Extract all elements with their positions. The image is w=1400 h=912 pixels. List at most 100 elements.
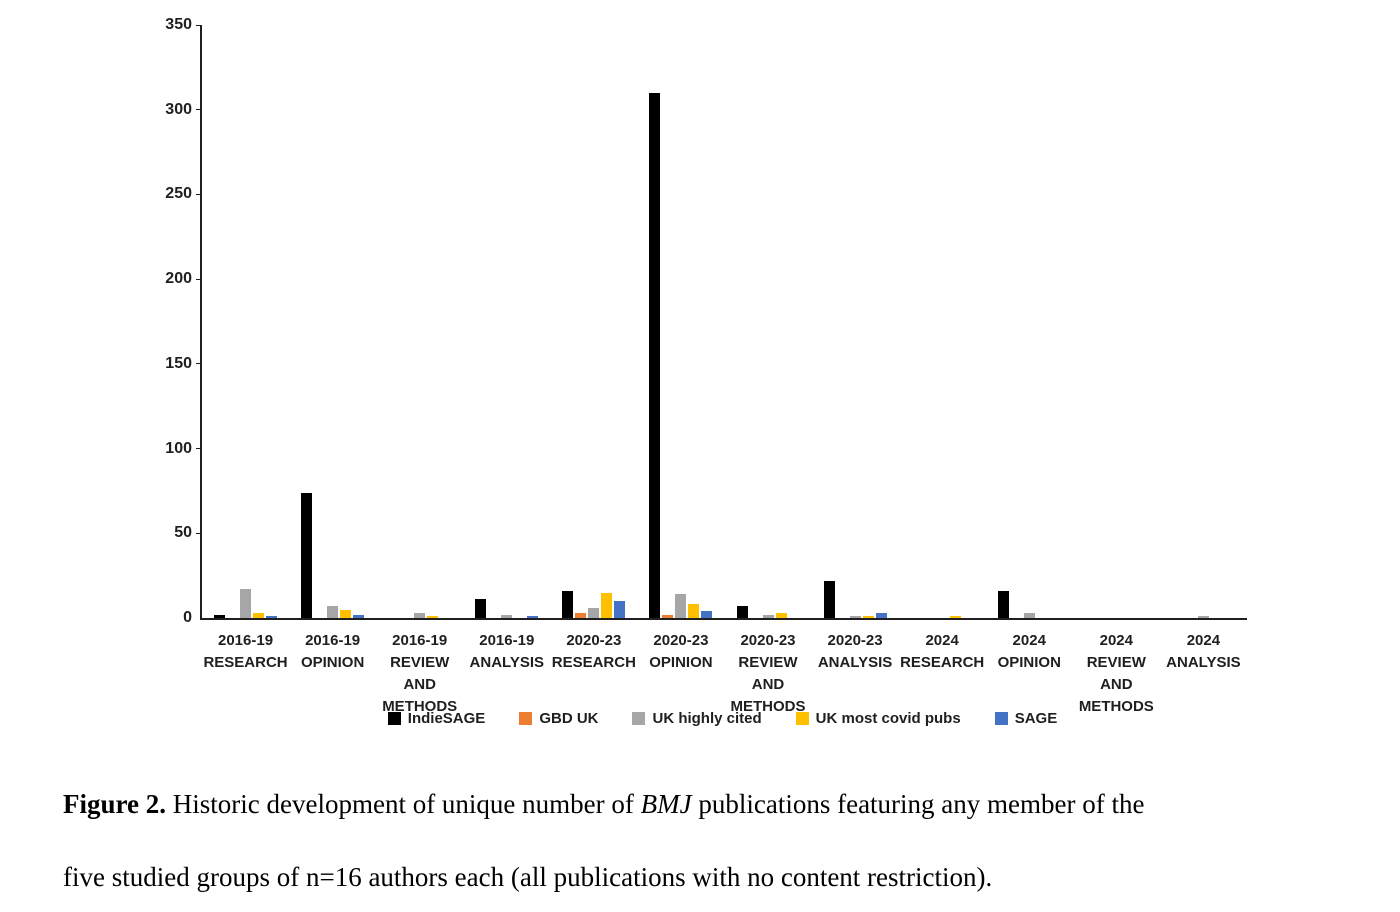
caption-figure-number: Figure 2. [63, 789, 166, 819]
x-axis-label-line: RESEARCH [551, 654, 636, 671]
y-tick-mark [196, 532, 200, 534]
x-axis-label-2016-19-research: 2016-19 RESEARCH [202, 630, 289, 718]
bar-group-2016-19-analysis [463, 25, 550, 618]
bar-sage [527, 616, 539, 618]
x-axis-label-2016-19-analysis: 2016-19 ANALYSIS [463, 630, 550, 718]
bar-group-2020-23-analysis [812, 25, 899, 618]
caption-journal-name: BMJ [640, 789, 692, 819]
y-tick-label: 150 [165, 354, 192, 372]
x-axis-label-2020-23-review-and-methods: 2020-23 REVIEW AND METHODS [724, 630, 811, 718]
bar-indiesage [649, 92, 661, 618]
legend: IndieSAGE GBD UK UK highly cited UK most co… [200, 710, 1245, 727]
bar-sage [701, 611, 713, 618]
x-axis-labels: 2016-19 RESEARCH 2016-19 OPINION 2016-19 REVI… [202, 630, 1247, 718]
x-axis-label-line: REVIEW [738, 654, 798, 671]
bar-group-2016-19-opinion [289, 25, 376, 618]
x-axis-label-line: 2020-23 [740, 632, 796, 649]
legend-label: SAGE [1014, 710, 1058, 727]
x-axis-label-2016-19-review-and-methods: 2016-19 REVIEW AND METHODS [376, 630, 463, 718]
x-axis-label-line: METHODS [382, 698, 458, 715]
bar-uk-highly-cited [849, 616, 861, 618]
bar-sage [353, 614, 365, 618]
bar-group-2024-analysis [1160, 25, 1247, 618]
bar-uk-most-covid-pubs [688, 604, 700, 618]
x-axis-label-line: OPINION [649, 654, 713, 671]
bar-uk-highly-cited [675, 594, 687, 618]
x-axis-label-line: ANALYSIS [817, 654, 893, 671]
bar-indiesage [562, 590, 574, 618]
bar-uk-highly-cited [327, 606, 339, 618]
y-tick-label: 50 [174, 524, 192, 542]
caption-text: five studied groups of n=16 authors each… [63, 862, 993, 892]
bar-indiesage [214, 614, 226, 618]
bar-sage [875, 612, 887, 618]
bar-uk-highly-cited [762, 614, 774, 618]
bar-sage [614, 601, 626, 618]
x-axis-label-line: RESEARCH [900, 654, 985, 671]
x-axis-label-line: AND [403, 676, 436, 693]
bar-uk-most-covid-pubs [427, 616, 439, 618]
x-axis-label-2020-23-analysis: 2020-23 ANALYSIS [812, 630, 899, 718]
bar-group-2024-research [899, 25, 986, 618]
y-tick-label: 0 [183, 609, 192, 626]
bar-groups [202, 25, 1247, 618]
x-axis-label-line: 2024 [1186, 632, 1221, 649]
figure-caption: Figure 2. Historic development of unique… [63, 768, 1363, 912]
y-tick-mark [196, 193, 200, 195]
y-tick-mark [196, 109, 200, 111]
y-tick-label: 350 [165, 16, 192, 33]
x-axis-label-line: AND [1100, 676, 1133, 693]
x-axis-label-2020-23-research: 2020-23 RESEARCH [550, 630, 637, 718]
bar-gbd-uk [575, 612, 587, 618]
x-axis-label-line: METHODS [730, 698, 806, 715]
bar-uk-most-covid-pubs [601, 592, 613, 618]
bar-chart: 0 50 100 150 200 250 300 350 2016-19 RESEARCH 201… [165, 16, 1247, 727]
x-axis-label-line: OPINION [300, 654, 365, 671]
x-axis-label-line: METHODS [1078, 698, 1154, 715]
bar-uk-highly-cited [240, 589, 252, 618]
x-axis-label-line: ANALYSIS [1166, 654, 1241, 671]
x-axis-label-line: OPINION [997, 654, 1061, 671]
x-axis-label-line: REVIEW [1086, 654, 1146, 671]
bar-indiesage [736, 606, 748, 618]
legend-swatch-icon [519, 712, 533, 725]
x-axis-label-line: 2024 [1099, 632, 1133, 649]
bar-indiesage [823, 580, 835, 618]
x-axis-label-2024-review-and-methods: 2024 REVIEW AND METHODS [1073, 630, 1160, 718]
x-axis-label-line: AND [751, 676, 785, 693]
legend-swatch-icon [795, 712, 809, 725]
plot-area [200, 25, 1247, 620]
bar-uk-most-covid-pubs [340, 609, 352, 618]
legend-label: IndieSAGE [407, 710, 486, 727]
caption-text: publications featuring any member of the [691, 789, 1145, 819]
x-axis-label-line: 2016-19 [305, 632, 361, 649]
bar-uk-most-covid-pubs [949, 616, 961, 618]
bar-gbd-uk [662, 614, 674, 618]
x-axis-label-line: 2024 [1012, 632, 1046, 649]
x-axis-label-line: ANALYSIS [469, 654, 544, 671]
bar-uk-most-covid-pubs [862, 616, 874, 618]
bar-indiesage [997, 590, 1009, 618]
caption-text: Historic development of unique number of [166, 789, 641, 819]
x-axis-label-line: 2020-23 [827, 632, 883, 649]
x-axis-label-2024-opinion: 2024 OPINION [986, 630, 1073, 718]
bar-group-2020-23-research [550, 25, 637, 618]
bar-group-2024-review-and-methods [1073, 25, 1160, 618]
bar-uk-most-covid-pubs [253, 612, 265, 618]
y-tick-mark [196, 278, 200, 280]
bar-group-2024-opinion [986, 25, 1073, 618]
bar-indiesage [475, 599, 487, 618]
bar-uk-highly-cited [414, 612, 426, 618]
x-axis-label-line: 2016-19 [218, 632, 274, 649]
x-axis-label-2024-analysis: 2024 ANALYSIS [1160, 630, 1247, 718]
y-tick-mark [196, 448, 200, 450]
legend-label: UK highly cited [652, 710, 762, 727]
x-axis-label-line: REVIEW [390, 654, 450, 671]
legend-item-uk-highly-cited: UK highly cited [632, 710, 762, 727]
x-axis-label-2024-research: 2024 RESEARCH [899, 630, 986, 718]
bar-sage [266, 616, 278, 618]
bar-group-2020-23-opinion [637, 25, 724, 618]
legend-item-gbd-uk: GBD UK [519, 710, 598, 727]
x-axis-label-line: 2016-19 [392, 632, 448, 649]
